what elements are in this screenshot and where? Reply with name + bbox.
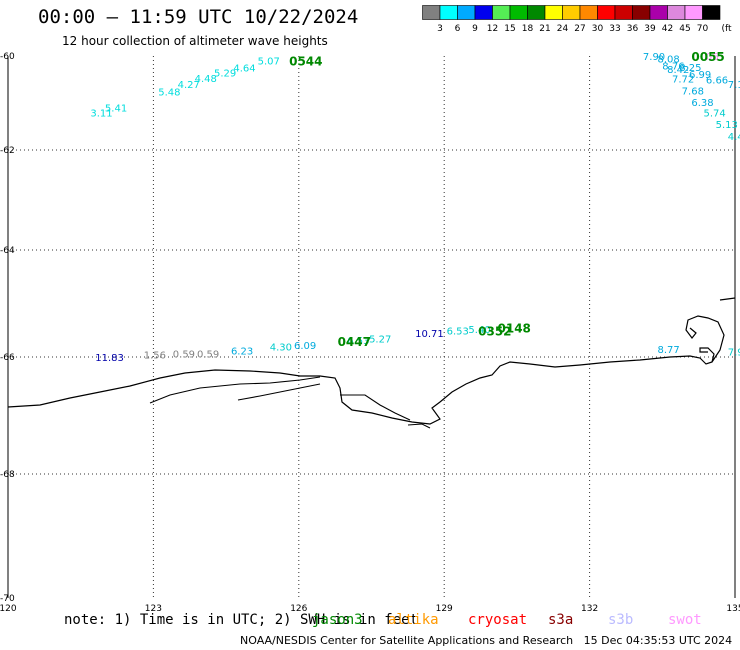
longitude-tick-label: 123 xyxy=(145,604,162,612)
wave-height-label: 5.07 xyxy=(258,57,280,68)
longitude-tick-label: 120 xyxy=(0,604,17,612)
wave-height-label: 6.23 xyxy=(231,347,253,358)
colorbar-swatch xyxy=(702,5,721,20)
pass-time-label: 0544 xyxy=(289,55,322,69)
wave-height-label: 8.08 xyxy=(657,54,679,65)
pass-time-label: 0352 xyxy=(478,324,511,338)
wave-height-label: 6.99 xyxy=(689,70,711,81)
satellite-legend-item: altika xyxy=(388,612,439,628)
wave-height-label: 8.77 xyxy=(657,345,679,356)
colorbar-tick-label: 15 xyxy=(504,24,515,34)
wave-height-label: 7.9 xyxy=(728,348,740,359)
latitude-tick-label: -60 xyxy=(0,52,15,62)
colorbar-tick-label: 70 xyxy=(697,24,709,34)
colorbar-unit: (ft) xyxy=(722,24,733,34)
colorbar-tick-label: 27 xyxy=(574,24,585,34)
map-title: 00:00 – 11:59 UTC 10/22/2024 xyxy=(38,6,359,28)
wave-height-label: 6.53 xyxy=(347,336,369,347)
footer-note: note: 1) Time is in UTC; 2) SWH is in fe… xyxy=(64,612,419,628)
colorbar-tick-label: 36 xyxy=(627,24,639,34)
wave-height-label: 4.27 xyxy=(178,80,200,91)
wave-height-label: 5.48 xyxy=(158,87,180,98)
wave-height-label: 5.27 xyxy=(369,334,391,345)
wave-height-label: 5.74 xyxy=(703,108,725,119)
colorbar-tick-label: 33 xyxy=(609,24,620,34)
pass-time-label: 0447 xyxy=(338,335,371,349)
colorbar-tick-label: 42 xyxy=(662,24,673,34)
colorbar-tick-label: 24 xyxy=(557,24,569,34)
wave-height-label: 4.30 xyxy=(270,342,292,353)
wave-height-label: 8.76 xyxy=(662,61,684,72)
longitude-tick-label: 135 xyxy=(726,604,740,612)
wave-height-label: 6.09 xyxy=(294,341,316,352)
wave-height-label: 7.68 xyxy=(682,86,704,97)
wave-height-label: 4.64 xyxy=(233,63,255,74)
satellite-legend-item: s3b xyxy=(608,612,634,628)
longitude-tick-label: 129 xyxy=(436,604,453,612)
wave-height-label: 1.56 xyxy=(144,350,166,361)
wave-height-label: 4.4 xyxy=(728,132,740,143)
satellite-legend-item: s3a xyxy=(548,612,574,628)
wave-height-label: 0.59 xyxy=(197,349,219,360)
wave-height-label: 8.42 xyxy=(667,65,689,76)
colorbar-tick-label: 9 xyxy=(472,24,478,34)
credit-org: NOAA/NESDIS Center for Satellite Applica… xyxy=(240,634,574,647)
wave-height-label: 10.71 xyxy=(415,329,444,340)
satellite-legend-item: swot xyxy=(668,612,702,628)
wave-height-label: 7.1 xyxy=(728,80,740,91)
colorbar-tick-label: 30 xyxy=(592,24,604,34)
wave-height-map: 120 123 126 129 132 135 -60 -62 -64 -66 -68 -70 3.11… xyxy=(0,50,740,612)
colorbar-tick-label: 12 xyxy=(487,24,498,34)
generated-timestamp: 15 Dec 04:35:53 UTC 2024 xyxy=(583,634,733,647)
satellite-legend-item: cryosat xyxy=(468,612,528,628)
latitude-tick-label: -62 xyxy=(0,146,15,156)
satellite-legend-item: jason3 xyxy=(312,612,363,628)
wave-height-label: 0.59 xyxy=(173,349,195,360)
colorbar-tick-label: 45 xyxy=(679,24,690,34)
longitude-tick-label: 126 xyxy=(290,604,307,612)
map-subtitle: 12 hour collection of altimeter wave hei… xyxy=(62,34,328,48)
credit-line: NOAA/NESDIS Center for Satellite Applica… xyxy=(240,634,732,647)
wave-height-label: 5.40 xyxy=(468,325,490,336)
pass-time-label: 0055 xyxy=(691,50,724,64)
colorbar-tick-label: 39 xyxy=(644,24,656,34)
colorbar-tick-label: 21 xyxy=(539,24,550,34)
wave-height-label: 4.48 xyxy=(195,74,217,85)
wave-height-label: 7.72 xyxy=(672,75,694,86)
wave-height-label: 6.53 xyxy=(447,326,469,337)
latitude-tick-label: -64 xyxy=(0,246,15,256)
wave-height-label: 5.29 xyxy=(214,68,236,79)
wave-height-label: 5.13 xyxy=(716,120,738,131)
longitude-tick-label: 132 xyxy=(581,604,598,612)
latitude-tick-label: -68 xyxy=(0,470,15,480)
ice-shelf-outline xyxy=(149,376,431,429)
wave-height-label: 3.11 xyxy=(90,108,112,119)
coastline xyxy=(7,297,736,425)
colorbar-tick-label: 18 xyxy=(522,24,534,34)
wave-height-label: 8.25 xyxy=(679,63,701,74)
wave-height-label: 11.83 xyxy=(95,353,124,364)
wave-height-label: 5.41 xyxy=(105,104,127,115)
latitude-tick-label: -70 xyxy=(0,594,15,604)
colorbar-tick-label: 6 xyxy=(455,24,461,34)
pass-time-label: 0148 xyxy=(498,322,531,336)
latitude-tick-label: -66 xyxy=(0,353,15,363)
colorbar-tick-label: 3 xyxy=(437,24,443,34)
wave-height-label: 6.38 xyxy=(691,98,713,109)
wave-height-label: 6.66 xyxy=(706,76,728,87)
wave-height-label: 7.90 xyxy=(643,52,665,63)
wave-height-label: 06 xyxy=(706,52,719,63)
